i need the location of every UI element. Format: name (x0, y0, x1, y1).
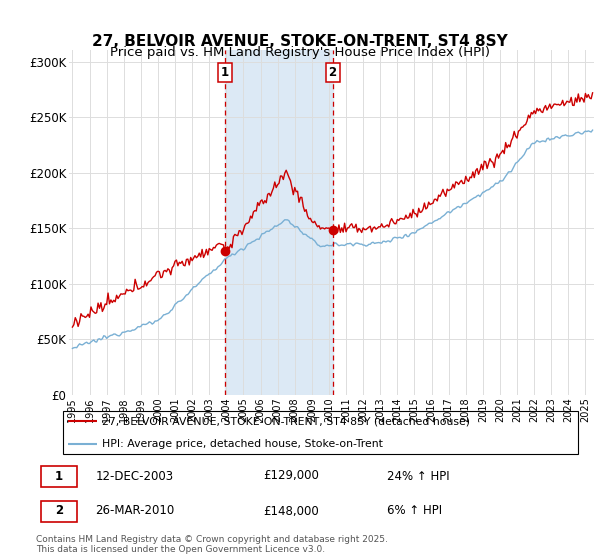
Text: 12-DEC-2003: 12-DEC-2003 (95, 469, 173, 483)
Text: 6% ↑ HPI: 6% ↑ HPI (387, 505, 442, 517)
Text: Contains HM Land Registry data © Crown copyright and database right 2025.
This d: Contains HM Land Registry data © Crown c… (36, 535, 388, 554)
Text: £129,000: £129,000 (263, 469, 319, 483)
Text: £148,000: £148,000 (263, 505, 319, 517)
Text: 1: 1 (55, 469, 63, 483)
Text: 26-MAR-2010: 26-MAR-2010 (95, 505, 175, 517)
Bar (41, 465, 77, 487)
Text: 24% ↑ HPI: 24% ↑ HPI (387, 469, 449, 483)
Text: Price paid vs. HM Land Registry's House Price Index (HPI): Price paid vs. HM Land Registry's House … (110, 46, 490, 59)
Text: 1: 1 (221, 66, 229, 79)
Text: 2: 2 (328, 66, 337, 79)
Bar (225, 50, 332, 395)
Bar (41, 501, 77, 521)
Text: 2: 2 (55, 505, 63, 517)
Text: 27, BELVOIR AVENUE, STOKE-ON-TRENT, ST4 8SY: 27, BELVOIR AVENUE, STOKE-ON-TRENT, ST4 … (92, 34, 508, 49)
Text: HPI: Average price, detached house, Stoke-on-Trent: HPI: Average price, detached house, Stok… (102, 439, 383, 449)
Text: 27, BELVOIR AVENUE, STOKE-ON-TRENT, ST4 8SY (detached house): 27, BELVOIR AVENUE, STOKE-ON-TRENT, ST4 … (102, 416, 470, 426)
